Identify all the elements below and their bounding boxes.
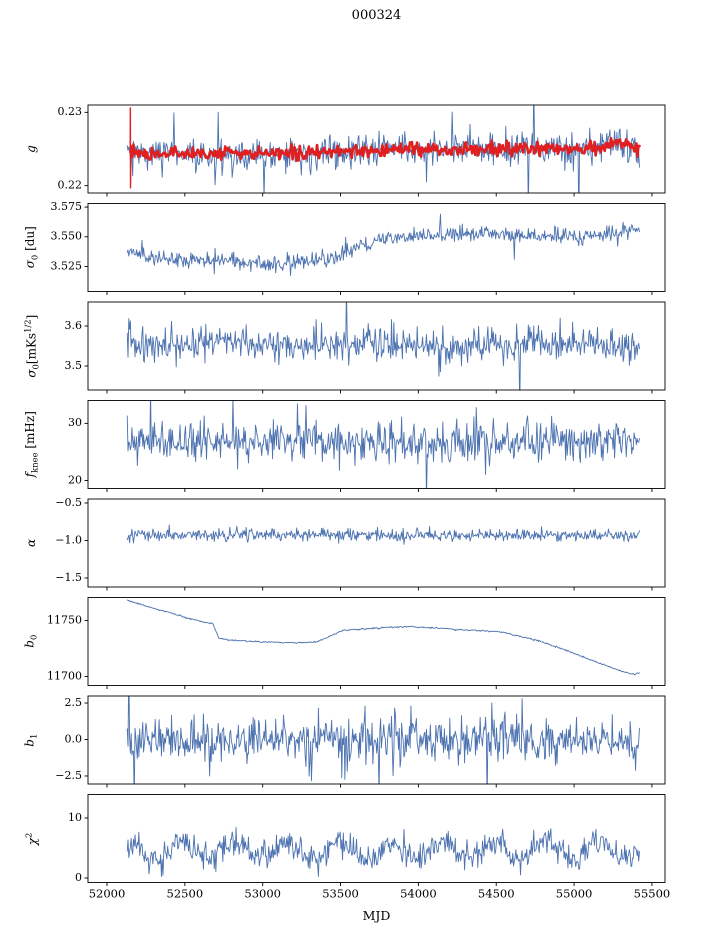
x-axis-label: MJD [362,908,391,923]
figure-title: 000324 [351,8,402,23]
